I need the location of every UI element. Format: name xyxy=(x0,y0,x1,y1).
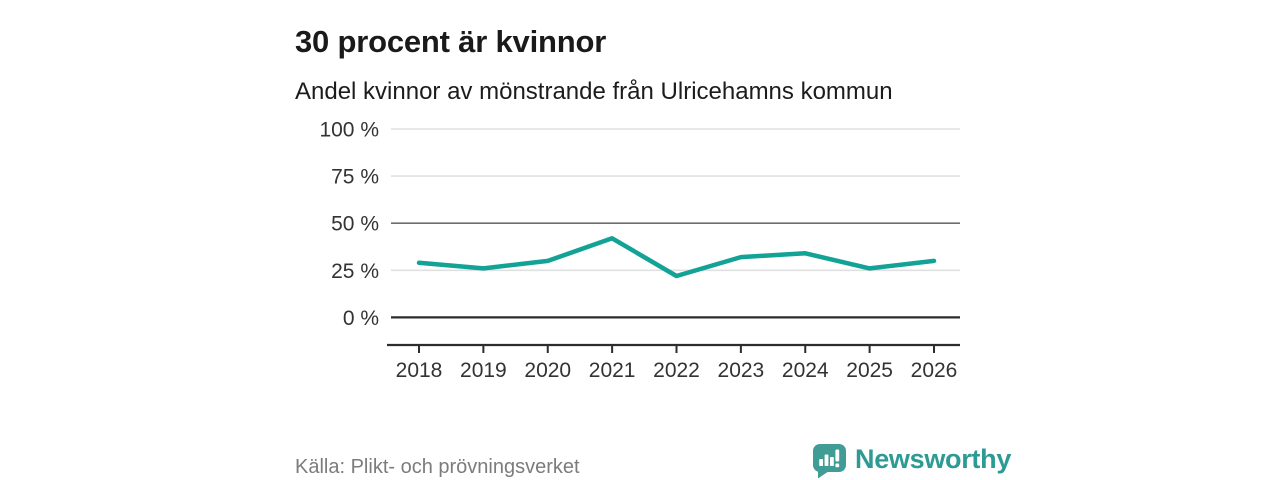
x-tick-label: 2018 xyxy=(396,359,443,382)
x-tick-label: 2020 xyxy=(524,359,571,382)
y-tick-label: 50 % xyxy=(331,213,379,236)
x-tick-label: 2026 xyxy=(911,359,958,382)
x-tick-label: 2025 xyxy=(846,359,893,382)
x-tick-label: 2021 xyxy=(589,359,636,382)
x-tick-label: 2023 xyxy=(718,359,765,382)
newsworthy-logo[interactable]: Newsworthy xyxy=(812,443,1011,479)
y-tick-label: 75 % xyxy=(331,166,379,189)
x-tick-label: 2024 xyxy=(782,359,829,382)
source-note: Källa: Plikt- och prövningsverket xyxy=(295,456,580,478)
y-tick-label: 25 % xyxy=(331,260,379,283)
x-tick-label: 2019 xyxy=(460,359,507,382)
x-tick-label: 2022 xyxy=(653,359,700,382)
newsworthy-bubble-chart-icon xyxy=(812,443,847,479)
chart-subtitle: Andel kvinnor av mönstrande från Ulriceh… xyxy=(295,78,893,105)
y-tick-label: 0 % xyxy=(343,307,379,330)
y-tick-label: 100 % xyxy=(319,119,379,142)
newsworthy-logo-text: Newsworthy xyxy=(855,444,1012,474)
chart-title: 30 procent är kvinnor xyxy=(295,23,607,59)
data-line xyxy=(416,236,937,279)
